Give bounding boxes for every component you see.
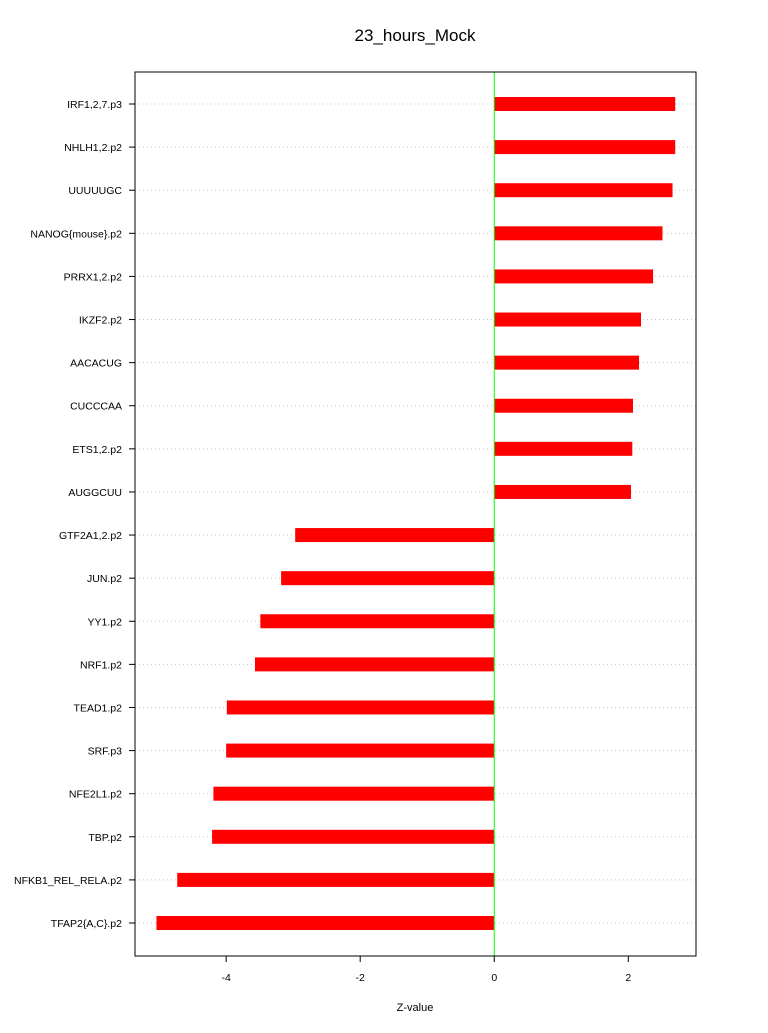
x-axis-label: Z-value bbox=[397, 1002, 434, 1014]
y-tick-label: IKZF2.p2 bbox=[79, 315, 122, 327]
y-tick-label: TBP.p2 bbox=[88, 832, 122, 844]
bar bbox=[212, 829, 495, 844]
bar bbox=[281, 571, 495, 586]
y-tick-label: PRRX1,2.p2 bbox=[64, 271, 123, 283]
x-tick-label: -2 bbox=[356, 972, 365, 984]
bar bbox=[494, 355, 640, 370]
bar bbox=[226, 743, 495, 758]
bar bbox=[226, 700, 495, 715]
bar bbox=[156, 916, 495, 930]
y-tick-label: IRF1,2,7.p3 bbox=[67, 99, 122, 111]
bar bbox=[494, 312, 642, 327]
bar bbox=[260, 614, 495, 629]
bar bbox=[494, 398, 633, 413]
y-tick-label: NFKB1_REL_RELA.p2 bbox=[14, 875, 122, 887]
y-tick-label: NFE2L1.p2 bbox=[69, 789, 122, 801]
bar bbox=[295, 528, 495, 543]
bar bbox=[213, 786, 495, 801]
x-tick-label: -4 bbox=[221, 972, 230, 984]
y-tick-label: AUGGCUU bbox=[68, 487, 122, 499]
chart-title: 23_hours_Mock bbox=[355, 26, 476, 45]
y-tick-label: NRF1.p2 bbox=[80, 659, 122, 671]
y-tick-label: CUCCCAA bbox=[70, 401, 122, 413]
y-tick-label: JUN.p2 bbox=[87, 573, 122, 585]
y-tick-label: YY1.p2 bbox=[88, 616, 123, 628]
bar bbox=[494, 226, 663, 241]
bar bbox=[494, 484, 631, 499]
bar bbox=[494, 269, 654, 284]
y-tick-label: ETS1,2.p2 bbox=[72, 444, 122, 456]
x-tick-label: 0 bbox=[491, 972, 497, 984]
y-tick-label: UUUUUGC bbox=[68, 185, 122, 197]
x-tick-label: 2 bbox=[625, 972, 631, 984]
bar bbox=[494, 140, 676, 155]
bar bbox=[177, 872, 495, 887]
y-tick-label: GTF2A1,2.p2 bbox=[59, 530, 122, 542]
y-tick-label: SRF.p3 bbox=[88, 746, 123, 758]
y-tick-label: TFAP2{A,C}.p2 bbox=[51, 918, 122, 930]
y-tick-label: NANOG{mouse}.p2 bbox=[30, 228, 122, 240]
bar bbox=[254, 657, 495, 672]
y-tick-label: NHLH1,2.p2 bbox=[64, 142, 122, 154]
y-tick-label: AACACUG bbox=[70, 358, 122, 370]
plot-frame bbox=[134, 71, 697, 957]
bar bbox=[494, 441, 633, 456]
bar bbox=[494, 97, 676, 111]
bar bbox=[494, 183, 673, 198]
y-tick-label: TEAD1.p2 bbox=[74, 702, 123, 714]
